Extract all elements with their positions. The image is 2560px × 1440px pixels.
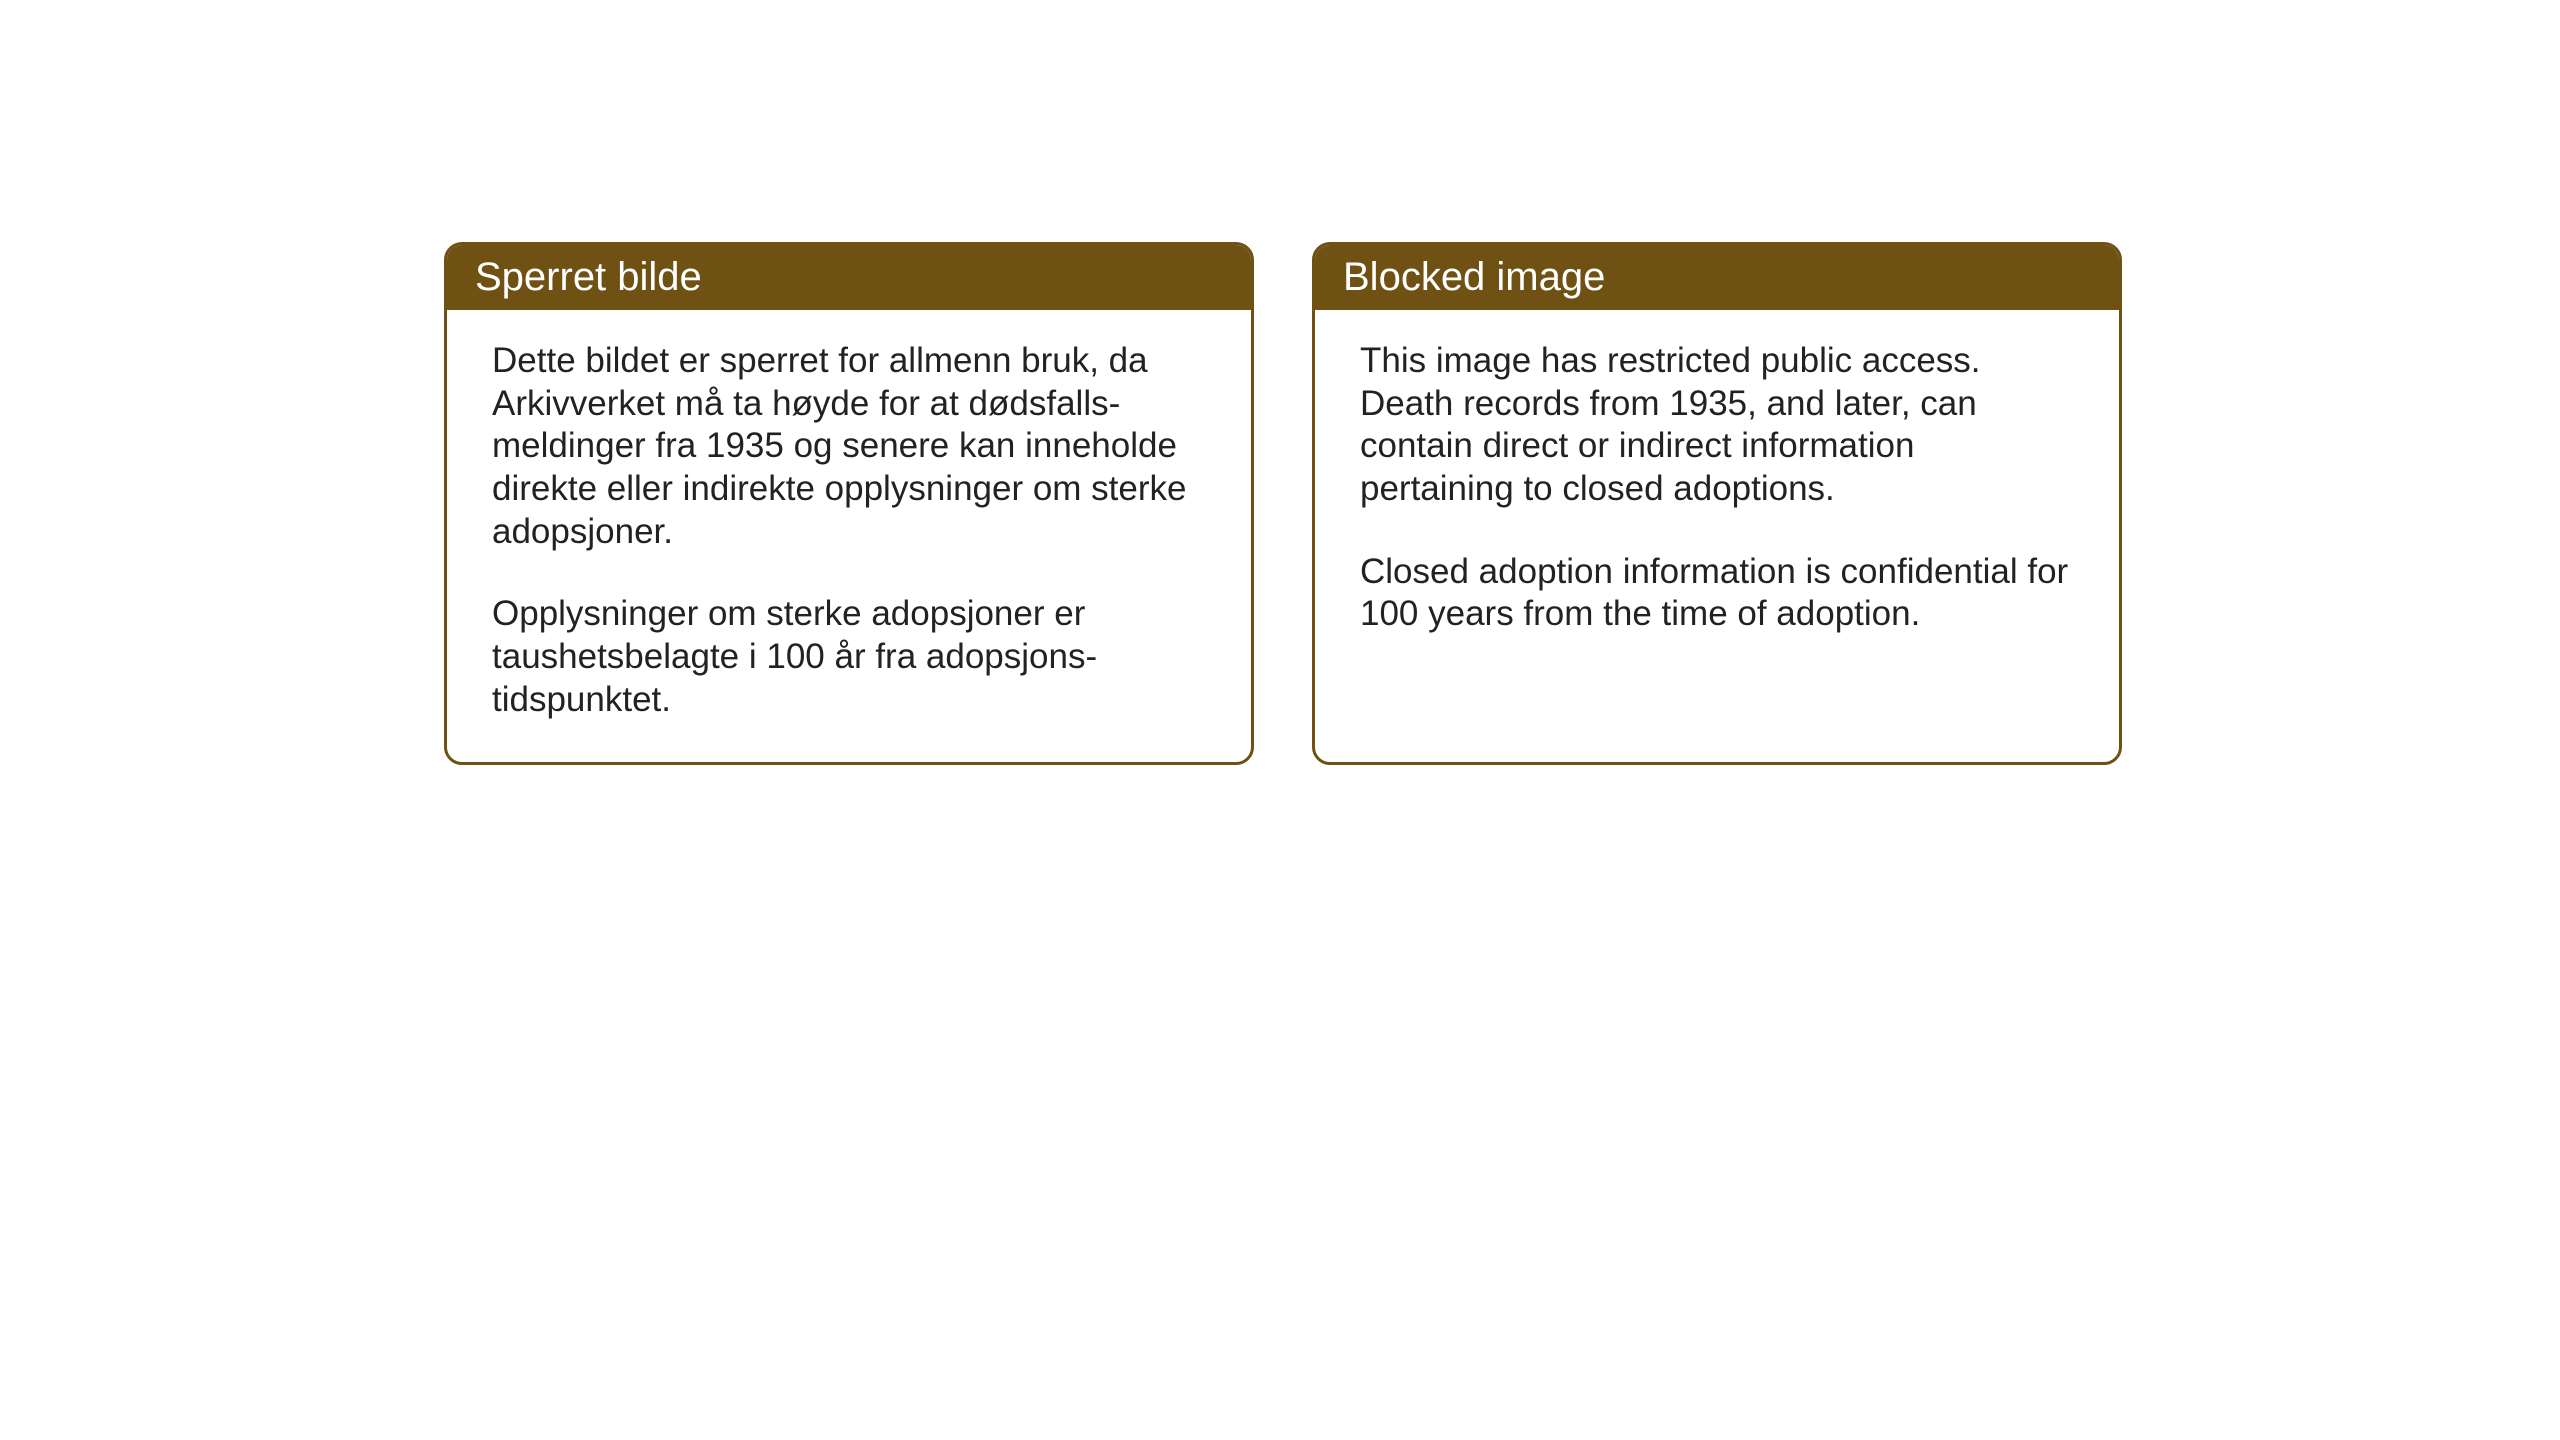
english-notice-body: This image has restricted public access.… — [1315, 310, 2119, 740]
norwegian-notice-title: Sperret bilde — [447, 245, 1251, 310]
norwegian-paragraph-2: Opplysninger om sterke adopsjoner er tau… — [492, 593, 1206, 721]
norwegian-notice-box: Sperret bilde Dette bildet er sperret fo… — [444, 242, 1254, 765]
notice-container: Sperret bilde Dette bildet er sperret fo… — [444, 242, 2122, 765]
norwegian-notice-body: Dette bildet er sperret for allmenn bruk… — [447, 310, 1251, 762]
english-notice-title: Blocked image — [1315, 245, 2119, 310]
english-paragraph-2: Closed adoption information is confident… — [1360, 551, 2074, 636]
english-notice-box: Blocked image This image has restricted … — [1312, 242, 2122, 765]
norwegian-paragraph-1: Dette bildet er sperret for allmenn bruk… — [492, 340, 1206, 553]
english-paragraph-1: This image has restricted public access.… — [1360, 340, 2074, 511]
